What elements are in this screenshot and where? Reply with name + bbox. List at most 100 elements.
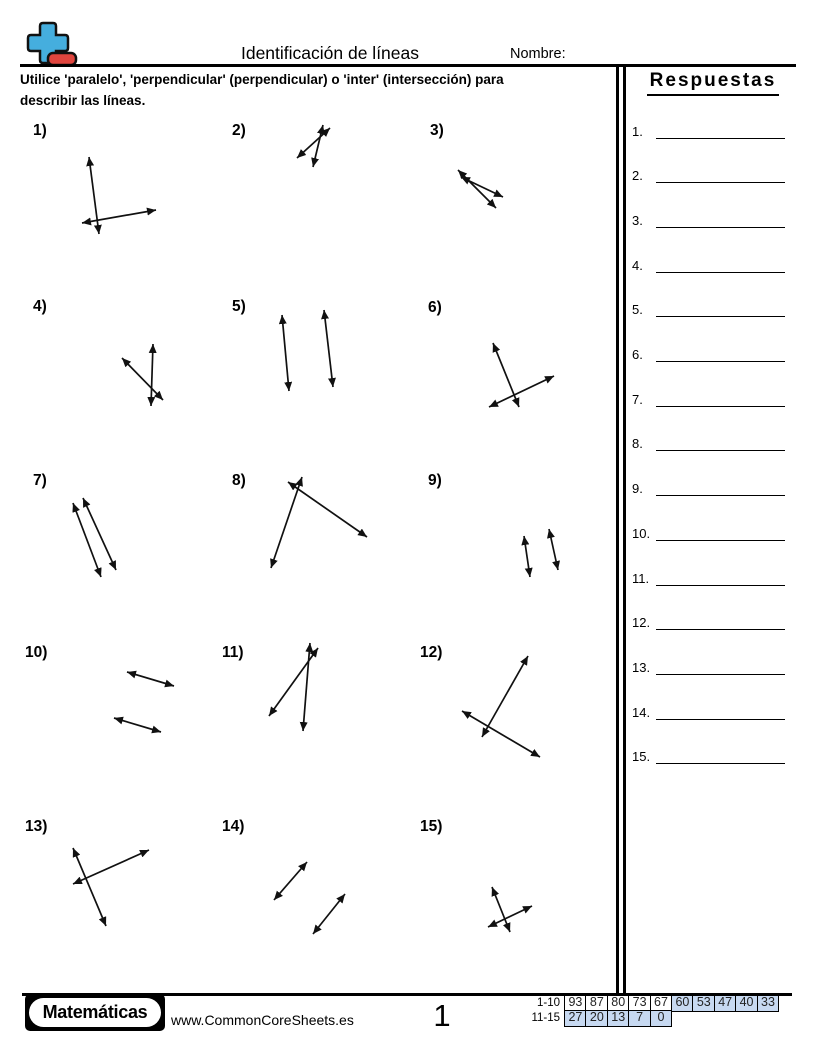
instructions: Utilice 'paralelo', 'perpendicular' (per… (20, 69, 616, 111)
answer-blank[interactable] (656, 629, 785, 631)
score-cell: 53 (692, 995, 716, 1012)
answer-blank[interactable] (656, 361, 785, 363)
answers-header: Respuestas (646, 70, 780, 96)
score-row: 11-15 27 20 13 7 0 (527, 1010, 779, 1027)
answer-number: 12. (632, 615, 651, 631)
line-segment-intersecting (488, 375, 555, 408)
answer-row: 14. (632, 704, 785, 720)
answer-row: 12. (632, 614, 785, 631)
header-divider (20, 64, 796, 68)
answer-row: 15. (632, 748, 785, 765)
answer-number: 1. (632, 123, 643, 139)
line-segment-intersecting (460, 176, 504, 198)
score-cell: 93 (564, 995, 587, 1012)
answer-blank[interactable] (656, 539, 785, 541)
line-segment-intersecting (481, 655, 529, 738)
score-cell: 0 (649, 1010, 673, 1027)
line-segment-parallel (547, 528, 560, 571)
answer-blank[interactable] (656, 182, 785, 184)
instructions-line-2: describir las líneas. (20, 93, 146, 108)
answer-row: 3. (632, 212, 785, 228)
answer-blank[interactable] (656, 450, 785, 452)
website-url: www.CommonCoreSheets.es (171, 1012, 354, 1028)
grading-table: 1-10 93 87 80 73 67 60 53 47 40 33 11-15 27 20 13 7 0 (527, 995, 780, 1027)
answer-blank[interactable] (656, 137, 785, 139)
score-cell: 27 (564, 1010, 587, 1027)
answer-row: 6. (632, 346, 785, 363)
line-segment-intersecting (86, 156, 102, 235)
answer-blank[interactable] (656, 763, 785, 765)
answer-row: 7. (632, 391, 785, 407)
score-cell: 60 (670, 995, 694, 1012)
brand-pill: Matemáticas (29, 998, 161, 1027)
score-cell: 33 (756, 995, 780, 1012)
line-segment-parallel (321, 309, 336, 388)
plus-minus-logo-icon (26, 21, 78, 67)
answer-number: 14. (632, 704, 651, 720)
problem-number: 13) (25, 818, 48, 835)
answer-blank[interactable] (656, 226, 785, 228)
answer-number: 6. (632, 347, 643, 363)
answer-blank[interactable] (656, 674, 785, 676)
line-segment-intersecting (287, 481, 368, 538)
answer-blank[interactable] (656, 718, 785, 720)
answer-number: 4. (632, 257, 643, 273)
answer-row: 1. (632, 123, 785, 139)
answer-row: 2. (632, 167, 785, 184)
answer-blank[interactable] (656, 405, 785, 407)
line-segment-intersecting (311, 124, 325, 168)
score-row: 1-10 93 87 80 73 67 60 53 47 40 33 (527, 995, 780, 1012)
line-segment-intersecting (268, 647, 319, 717)
instructions-line-1: Utilice 'paralelo', 'perpendicular' (per… (20, 72, 504, 87)
line-segment-parallel (312, 893, 346, 935)
page-title: Identificación de líneas (240, 43, 420, 63)
line-segment-parallel (521, 535, 533, 578)
score-cell: 47 (713, 995, 737, 1012)
problem-number: 3) (430, 122, 444, 139)
answer-blank[interactable] (656, 495, 785, 497)
problem-number: 9) (428, 472, 442, 489)
answer-blank[interactable] (656, 316, 785, 318)
line-segment-intersecting (147, 343, 157, 407)
answer-blank[interactable] (656, 584, 785, 586)
problem-number: 11) (222, 644, 244, 661)
score-cell: 13 (606, 1010, 630, 1027)
line-segment-parallel (72, 502, 102, 578)
score-cell: 7 (628, 1010, 652, 1027)
answer-row: 10. (632, 525, 785, 541)
problem-number: 10) (25, 644, 48, 661)
problem-number: 5) (232, 298, 246, 315)
answer-number: 3. (632, 212, 643, 228)
page-number: 1 (433, 998, 451, 1033)
line-segment-intersecting (487, 905, 533, 928)
score-cell: 20 (585, 1010, 609, 1027)
answer-number: 13. (632, 660, 651, 676)
score-cell: 80 (606, 995, 630, 1012)
line-segment-parallel (82, 497, 117, 571)
problem-number: 8) (232, 472, 246, 489)
score-range-label: 1-10 (536, 997, 560, 1009)
line-segment-parallel (278, 314, 293, 392)
line-segment-intersecting (491, 886, 511, 933)
line-segment-intersecting (461, 710, 541, 758)
answer-row: 8. (632, 435, 785, 452)
answers-header-wrap: Respuestas (620, 70, 806, 96)
line-segment-intersecting (72, 849, 150, 885)
line-segment-intersecting (81, 207, 157, 226)
problem-number: 15) (420, 818, 443, 835)
answer-number: 5. (632, 302, 643, 318)
answer-number: 9. (632, 481, 643, 497)
answer-blank[interactable] (656, 271, 785, 273)
brand-logo: Matemáticas (25, 994, 165, 1031)
line-segment-intersecting (299, 642, 314, 732)
line-segment-intersecting (121, 357, 164, 401)
answer-number: 10. (632, 525, 651, 541)
answer-number: 8. (632, 436, 643, 452)
line-segment-intersecting (457, 169, 497, 209)
answer-row: 9. (632, 480, 785, 497)
line-segment-intersecting (296, 127, 331, 159)
line-segment-intersecting (492, 342, 520, 408)
score-range-label: 11-15 (531, 1012, 560, 1024)
answer-row: 4. (632, 257, 785, 273)
line-segment-parallel (273, 861, 308, 901)
